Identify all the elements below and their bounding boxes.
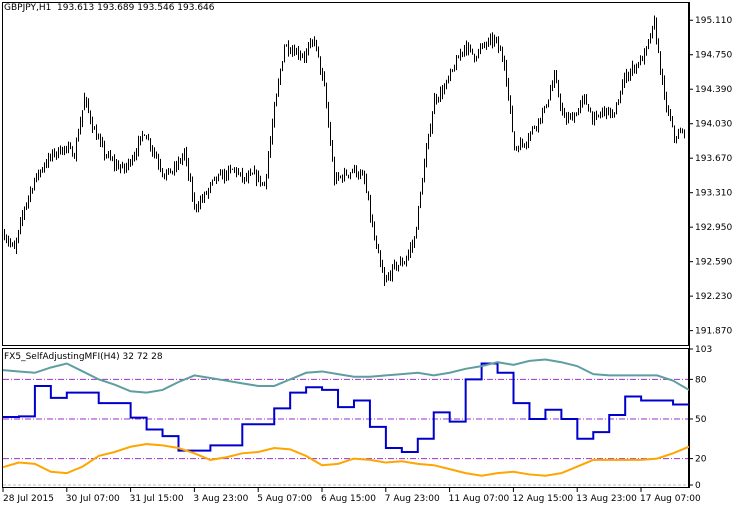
price-tick-label: 193.670 xyxy=(695,154,732,164)
indicator-tick-label: 103 xyxy=(695,345,712,355)
time-tick-label: 3 Aug 23:00 xyxy=(193,494,248,504)
symbol-label: GBPJPY,H1 xyxy=(4,3,52,13)
indicator-tick-label: 20 xyxy=(695,455,707,465)
price-tick-label: 192.230 xyxy=(695,292,732,302)
price-bars xyxy=(4,15,685,287)
lower-line xyxy=(2,443,690,477)
price-tick-label: 191.870 xyxy=(695,327,732,337)
axes: 195.110 194.750 194.390 194.030 193.670 193.3… xyxy=(2,2,732,504)
time-tick-label: 31 Jul 15:00 xyxy=(130,494,184,504)
time-tick-label: 6 Aug 15:00 xyxy=(321,494,376,504)
indicator-tick-label: 50 xyxy=(695,415,707,425)
time-tick-label: 11 Aug 07:00 xyxy=(449,494,510,504)
time-tick-label: 12 Aug 15:00 xyxy=(512,494,573,504)
price-tick-label: 193.310 xyxy=(695,189,732,199)
price-tick-label: 192.950 xyxy=(695,223,732,233)
time-tick-label: 30 Jul 07:00 xyxy=(66,494,120,504)
time-tick-label: 5 Aug 07:00 xyxy=(257,494,312,504)
price-tick-label: 192.590 xyxy=(695,258,732,268)
price-tick-label: 194.390 xyxy=(695,85,732,95)
price-pane[interactable] xyxy=(2,2,689,346)
ohlc-readout: 193.613 193.689 193.546 193.646 xyxy=(57,3,215,13)
price-tick-label: 194.750 xyxy=(695,51,732,61)
price-tick-label: 194.030 xyxy=(695,120,732,130)
chart-header: GBPJPY,H1 193.613 193.689 193.546 193.64… xyxy=(4,3,215,13)
time-tick-label: 13 Aug 23:00 xyxy=(576,494,637,504)
indicator-tick-label: 80 xyxy=(695,375,707,385)
indicator-lines xyxy=(2,358,690,486)
upper-line xyxy=(2,358,690,394)
price-tick-label: 195.110 xyxy=(695,16,732,26)
indicator-tick-label: 0 xyxy=(695,481,701,491)
indicator-label: FX5_SelfAdjustingMFI(H4) 32 72 28 xyxy=(4,352,163,362)
mfi-line xyxy=(3,362,689,453)
time-tick-label: 7 Aug 23:00 xyxy=(385,494,440,504)
time-tick-label: 17 Aug 07:00 xyxy=(640,494,701,504)
time-tick-label: 28 Jul 2015 xyxy=(3,494,54,504)
